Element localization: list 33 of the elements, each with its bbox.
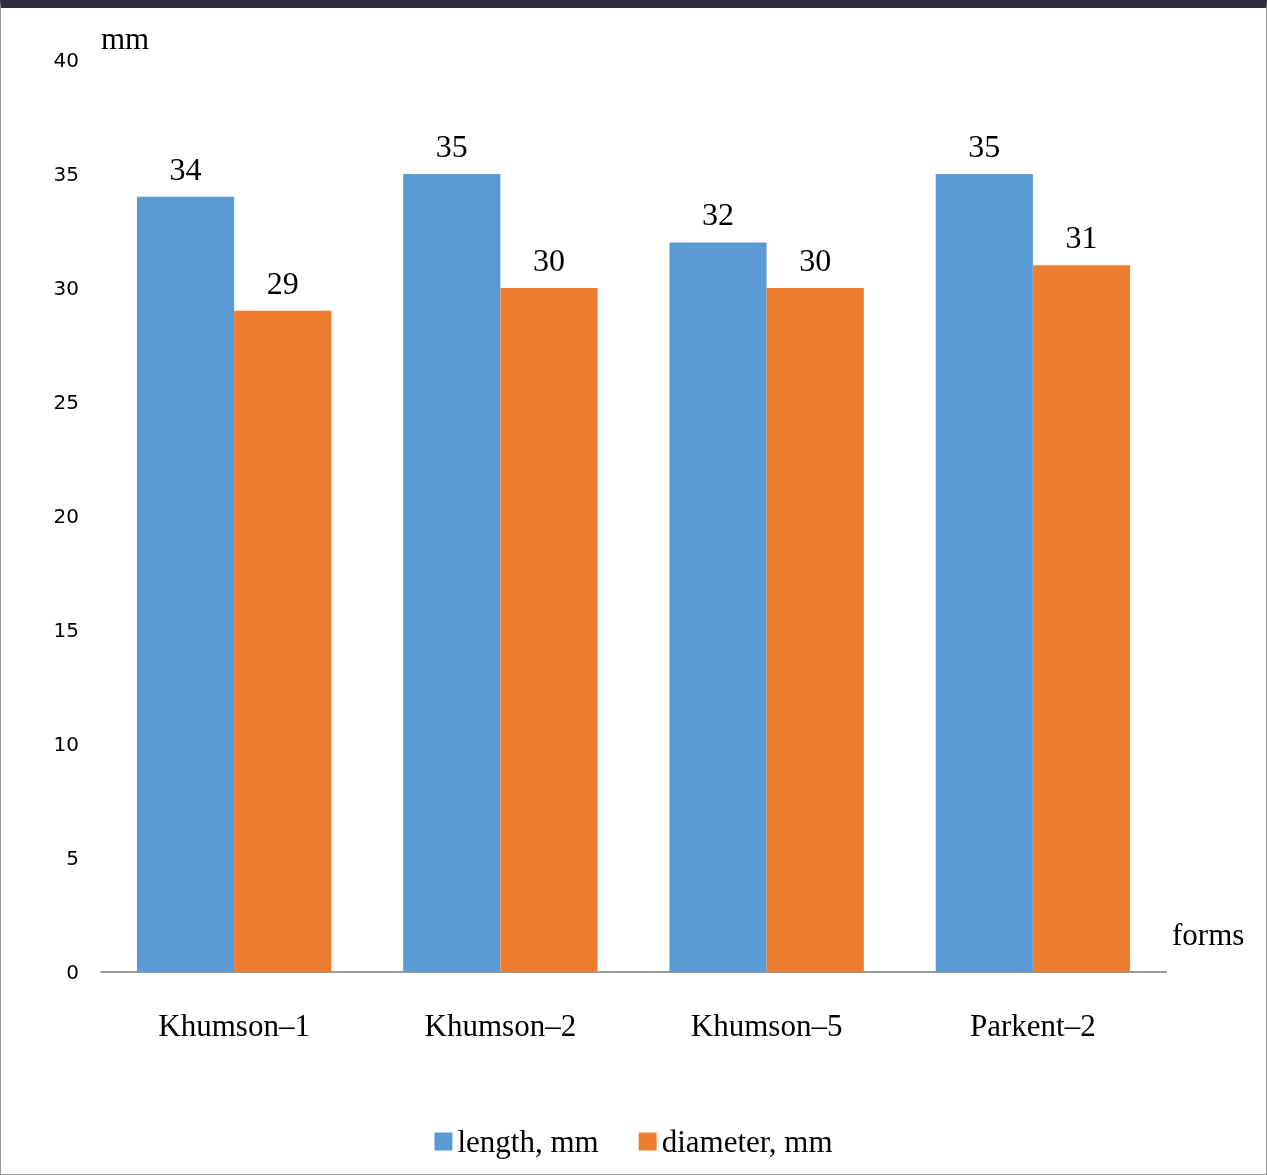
- y-tick-label: 25: [53, 390, 79, 414]
- bar: [234, 310, 332, 972]
- data-label: 30: [799, 242, 832, 278]
- y-tick-label: 10: [53, 732, 79, 756]
- y-tick-label: 40: [53, 48, 79, 72]
- bar: [935, 174, 1033, 972]
- data-label: 35: [435, 128, 468, 164]
- data-label: 32: [702, 196, 735, 233]
- data-label: 34: [169, 150, 202, 187]
- y-tick-label: 30: [53, 276, 79, 300]
- legend-label: length, mm: [457, 1124, 599, 1159]
- y-tick-label: 15: [53, 618, 79, 642]
- y-tick-label: 35: [53, 162, 79, 186]
- bar: [136, 196, 235, 972]
- x-tick-label: Khumson–1: [158, 1008, 310, 1043]
- x-tick-label: Khumson–5: [690, 1008, 843, 1043]
- data-label: 31: [1065, 219, 1098, 256]
- bar: [500, 288, 598, 972]
- bar: [403, 174, 501, 972]
- bar: [1032, 265, 1131, 972]
- y-tick-label: 20: [53, 504, 79, 528]
- x-tick-label: Parkent–2: [970, 1008, 1096, 1043]
- y-tick-label: 0: [66, 960, 79, 984]
- y-tick-label: 5: [66, 846, 79, 870]
- bar: [669, 242, 767, 972]
- data-label: 30: [532, 242, 565, 278]
- legend-label: diameter, mm: [661, 1124, 833, 1159]
- x-axis-title: forms: [1172, 917, 1245, 952]
- data-label: 35: [968, 128, 1001, 164]
- bar: [766, 288, 864, 972]
- data-label: 29: [266, 264, 299, 301]
- x-tick-label: Khumson–2: [424, 1008, 577, 1043]
- y-axis-title: mm: [101, 21, 150, 56]
